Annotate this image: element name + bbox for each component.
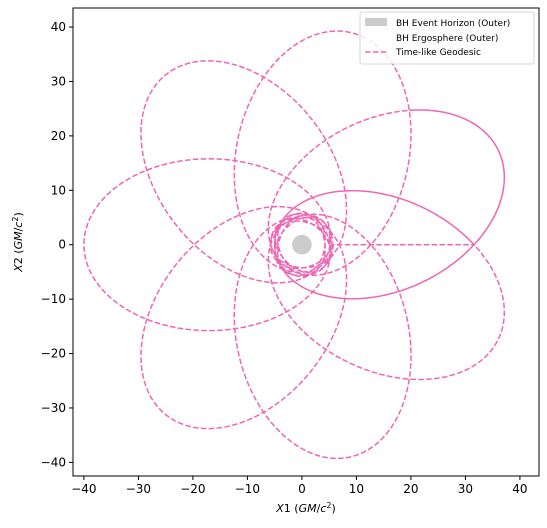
x-tick-label: 20 [403,482,418,496]
legend-swatch-ergosphere [365,33,387,41]
legend-label-geodesic: Time-like Geodesic [395,48,481,58]
x-tick-label: 10 [349,482,364,496]
plot-content [83,30,506,460]
y-tick-label: 30 [51,74,66,88]
y-tick-label: 10 [51,183,66,197]
legend: BH Event Horizon (Outer) BH Ergosphere (… [359,11,535,65]
y-tick-label: −20 [41,347,66,361]
x-tick-label: −20 [180,482,205,496]
legend-label-ergosphere: BH Ergosphere (Outer) [396,34,498,44]
x-tick-label: −30 [126,482,151,496]
y-tick-label: −40 [41,455,66,469]
y-axis-label: X2 (GM/c2) [11,212,25,273]
x-tick-label: 30 [458,482,473,496]
x-tick-label: −10 [235,482,260,496]
y-tick-label: −30 [41,401,66,415]
x-tick-label: 0 [298,482,306,496]
event-horizon-outer [292,234,312,255]
x-axis-ticks: −40 −30 −20 −10 0 10 20 30 40 [71,476,528,496]
legend-frame [359,11,535,65]
legend-label-event-horizon: BH Event Horizon (Outer) [396,19,510,29]
x-axis-label: X1 (GM/c2) [275,501,336,515]
series-line-time-like-geodesic [83,30,506,460]
y-tick-label: 0 [58,238,66,252]
x-tick-label: 40 [512,482,527,496]
plot-frame [72,7,540,477]
y-tick-label: 40 [51,20,66,34]
y-tick-label: 20 [51,129,66,143]
y-tick-label: −10 [41,292,66,306]
legend-swatch-event-horizon [365,18,387,26]
x-tick-label: −40 [71,482,96,496]
y-axis-ticks: −40 −30 −20 −10 0 10 20 30 40 [41,20,73,469]
